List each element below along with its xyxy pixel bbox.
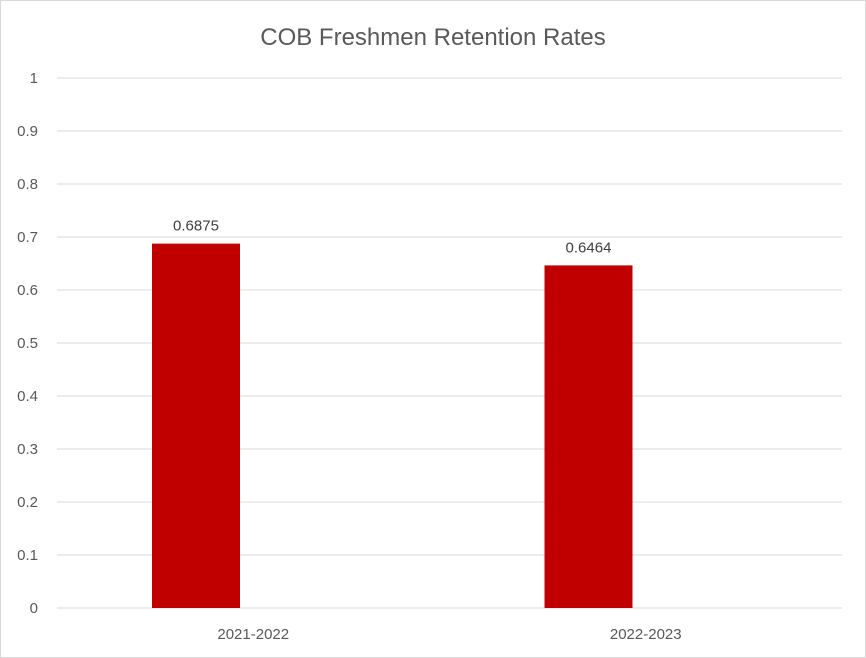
bar-2021-2022 bbox=[152, 243, 240, 608]
y-tick-label: 0 bbox=[30, 600, 38, 617]
data-label: 0.6875 bbox=[173, 218, 219, 235]
y-tick-label: 0.8 bbox=[17, 176, 38, 193]
bar-2022-2023 bbox=[544, 265, 633, 608]
x-axis-ticks: 2021-2022 2022-2023 bbox=[217, 626, 681, 643]
chart-title: COB Freshmen Retention Rates bbox=[260, 24, 605, 51]
y-axis-ticks: 0 0.1 0.2 0.3 0.4 0.5 0.6 0.7 0.8 0.9 1 bbox=[17, 70, 38, 617]
data-label: 0.6464 bbox=[566, 239, 612, 256]
data-labels: 0.6875 0.6464 bbox=[173, 218, 611, 257]
y-tick-label: 1 bbox=[30, 70, 38, 87]
bars bbox=[152, 243, 633, 608]
y-tick-label: 0.4 bbox=[17, 388, 38, 405]
y-tick-label: 0.9 bbox=[17, 123, 38, 140]
y-tick-label: 0.1 bbox=[17, 547, 38, 564]
y-tick-label: 0.2 bbox=[17, 494, 38, 511]
x-tick-label: 2021-2022 bbox=[217, 626, 289, 643]
y-tick-label: 0.5 bbox=[17, 335, 38, 352]
y-tick-label: 0.3 bbox=[17, 441, 38, 458]
y-tick-label: 0.7 bbox=[17, 229, 38, 246]
x-tick-label: 2022-2023 bbox=[610, 626, 682, 643]
y-tick-label: 0.6 bbox=[17, 282, 38, 299]
